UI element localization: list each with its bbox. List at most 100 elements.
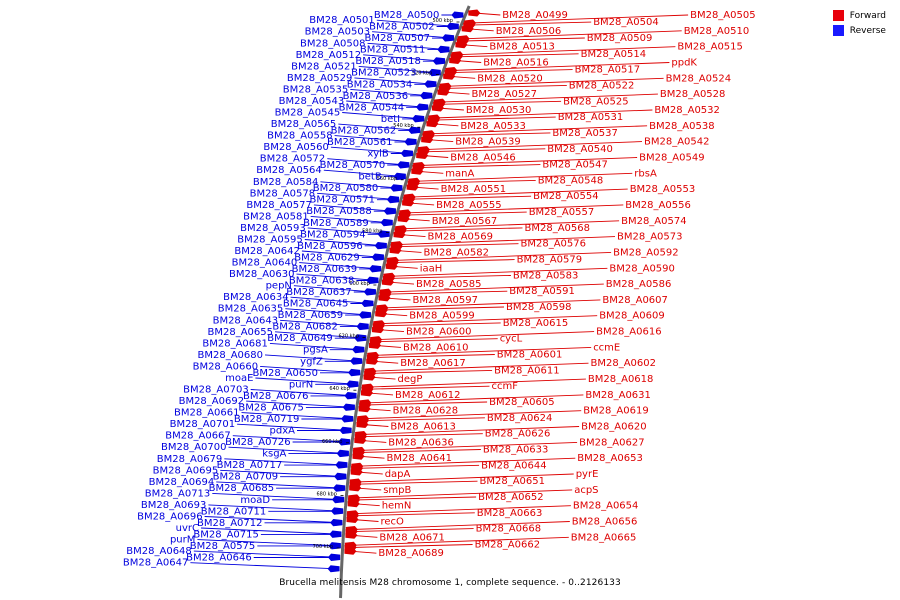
gene-label[interactable]: BM28_A0555 <box>436 200 502 211</box>
gene-label[interactable]: BM28_A0506 <box>496 26 562 37</box>
gene-label[interactable]: BM28_A0607 <box>602 295 668 306</box>
gene-label[interactable]: BM28_A0562 <box>331 125 397 136</box>
gene-feature[interactable] <box>346 510 359 518</box>
gene-label[interactable]: BM28_A0531 <box>558 112 624 123</box>
gene-feature[interactable] <box>361 389 373 397</box>
gene-feature[interactable] <box>397 215 410 223</box>
gene-label[interactable]: BM28_A0535 <box>283 84 349 95</box>
gene-feature[interactable] <box>397 161 410 169</box>
gene-label[interactable]: BM28_A0502 <box>369 22 435 33</box>
gene-label[interactable]: BM28_A0616 <box>596 327 662 338</box>
gene-feature[interactable] <box>399 209 412 217</box>
gene-label[interactable]: BM28_A0628 <box>393 406 459 417</box>
gene-feature[interactable] <box>330 519 343 527</box>
gene-label[interactable]: rbsA <box>634 168 657 179</box>
gene-label[interactable]: BM28_A0661 <box>174 408 240 419</box>
gene-label[interactable]: BM28_A0593 <box>240 223 306 234</box>
gene-label[interactable]: BM28_A0513 <box>489 42 555 53</box>
gene-label[interactable]: BM28_A0652 <box>478 492 544 503</box>
gene-label[interactable]: BM28_A0567 <box>432 216 498 227</box>
gene-label[interactable]: ksgA <box>262 449 286 460</box>
gene-feature[interactable] <box>403 193 416 201</box>
gene-feature[interactable] <box>334 473 347 481</box>
gene-feature[interactable] <box>341 415 354 423</box>
gene-label[interactable]: BM28_A0545 <box>275 108 341 119</box>
gene-label[interactable]: BM28_A0675 <box>238 402 304 413</box>
gene-feature[interactable] <box>342 403 355 411</box>
gene-label[interactable]: iaaH <box>420 263 443 274</box>
gene-feature[interactable] <box>335 461 348 469</box>
gene-label[interactable]: BM28_A0595 <box>237 235 303 246</box>
gene-feature[interactable] <box>437 46 450 54</box>
gene-feature[interactable] <box>378 294 391 302</box>
gene-label[interactable]: BM28_A0689 <box>378 548 444 559</box>
gene-label[interactable]: BM28_A0532 <box>654 105 720 116</box>
gene-label[interactable]: BM28_A0696 <box>137 512 203 523</box>
gene-label[interactable]: BM28_A0588 <box>306 206 372 217</box>
gene-label[interactable]: BM28_A0693 <box>141 500 207 511</box>
gene-label[interactable]: BM28_A0553 <box>630 184 696 195</box>
gene-label[interactable]: purN <box>289 379 313 390</box>
gene-feature[interactable] <box>443 72 456 80</box>
gene-feature[interactable] <box>371 253 384 261</box>
gene-feature[interactable] <box>421 136 434 144</box>
gene-feature[interactable] <box>366 277 379 284</box>
gene-feature[interactable] <box>455 41 468 49</box>
gene-feature[interactable] <box>369 341 381 349</box>
gene-label[interactable]: BM28_A0665 <box>571 532 637 543</box>
gene-label[interactable]: BM28_A0612 <box>395 390 461 401</box>
gene-label[interactable]: BM28_A0619 <box>583 406 649 417</box>
gene-label[interactable]: BM28_A0564 <box>256 165 322 176</box>
gene-feature[interactable] <box>428 114 441 122</box>
gene-feature[interactable] <box>327 565 340 573</box>
gene-feature[interactable] <box>380 219 393 227</box>
gene-label[interactable]: BM28_A0680 <box>197 350 263 361</box>
gene-label[interactable]: BM28_A0671 <box>379 532 445 543</box>
gene-feature[interactable] <box>329 530 342 538</box>
gene-label[interactable]: BM28_A0713 <box>145 488 211 499</box>
gene-feature[interactable] <box>370 336 383 344</box>
gene-label[interactable]: BM28_A0659 <box>278 310 344 321</box>
gene-label[interactable]: BM28_A0533 <box>460 121 526 132</box>
gene-feature[interactable] <box>442 34 454 42</box>
gene-feature[interactable] <box>347 500 360 508</box>
gene-label[interactable]: BM28_A0542 <box>644 137 710 148</box>
gene-label[interactable]: BM28_A0605 <box>489 397 555 408</box>
gene-feature[interactable] <box>367 351 380 359</box>
gene-label[interactable]: BM28_A0662 <box>475 540 541 551</box>
gene-feature[interactable] <box>364 367 377 375</box>
gene-feature[interactable] <box>411 167 424 175</box>
gene-label[interactable]: BM28_A0573 <box>617 232 683 243</box>
gene-label[interactable]: BM28_A0701 <box>170 419 236 430</box>
gene-label[interactable]: BM28_A0613 <box>390 422 456 433</box>
gene-feature[interactable] <box>349 478 362 486</box>
gene-feature[interactable] <box>439 82 452 90</box>
gene-feature[interactable] <box>402 199 415 207</box>
gene-label[interactable]: BM28_A0548 <box>538 175 604 186</box>
gene-feature[interactable] <box>468 9 481 17</box>
gene-feature[interactable] <box>374 242 387 250</box>
gene-feature[interactable] <box>358 311 371 319</box>
gene-label[interactable]: BM28_A0511 <box>360 45 426 56</box>
gene-label[interactable]: BM28_A0556 <box>625 200 691 211</box>
gene-feature[interactable] <box>391 241 403 249</box>
gene-feature[interactable] <box>387 256 400 264</box>
gene-label[interactable]: BM28_A0709 <box>213 472 279 483</box>
gene-label[interactable]: BM28_A0536 <box>343 91 409 102</box>
gene-label[interactable]: BM28_A0640 <box>232 258 298 269</box>
gene-label[interactable]: BM28_A0650 <box>252 368 318 379</box>
gene-label[interactable]: BM28_A0711 <box>201 506 267 517</box>
gene-feature[interactable] <box>350 468 363 476</box>
gene-feature[interactable] <box>331 507 344 515</box>
gene-feature[interactable] <box>433 98 446 106</box>
gene-label[interactable]: BM28_A0643 <box>213 315 279 326</box>
gene-label[interactable]: BM28_A0638 <box>289 276 355 287</box>
gene-feature[interactable] <box>420 92 433 100</box>
gene-label[interactable]: BM28_A0537 <box>552 128 618 139</box>
gene-label[interactable]: BM28_A0501 <box>309 15 375 26</box>
gene-label[interactable]: BM28_A0570 <box>320 160 386 171</box>
gene-feature[interactable] <box>361 300 374 307</box>
gene-label[interactable]: BM28_A0523 <box>351 68 417 79</box>
gene-feature[interactable] <box>383 207 396 215</box>
gene-label[interactable]: BM28_A0558 <box>267 131 333 142</box>
